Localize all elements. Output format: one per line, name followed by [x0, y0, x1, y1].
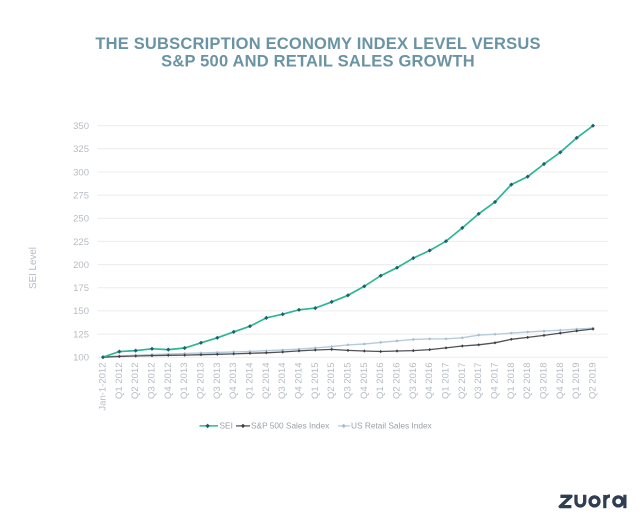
svg-text:175: 175 — [73, 283, 89, 294]
svg-text:Q3 2014: Q3 2014 — [277, 363, 288, 399]
svg-text:200: 200 — [73, 260, 89, 271]
svg-text:325: 325 — [73, 144, 89, 155]
svg-text:Q4 2018: Q4 2018 — [555, 363, 566, 399]
svg-text:Q2 2014: Q2 2014 — [261, 363, 272, 399]
svg-text:Q3 2015: Q3 2015 — [343, 363, 354, 399]
svg-text:225: 225 — [73, 237, 89, 248]
svg-text:Q2 2015: Q2 2015 — [326, 363, 337, 399]
svg-text:Q2 2019: Q2 2019 — [588, 363, 599, 399]
svg-text:Q3 2017: Q3 2017 — [473, 363, 484, 399]
svg-text:THE SUBSCRIPTION ECONOMY INDEX: THE SUBSCRIPTION ECONOMY INDEX LEVEL VER… — [95, 35, 540, 53]
svg-text:Q4 2017: Q4 2017 — [490, 363, 501, 399]
svg-text:Q2 2018: Q2 2018 — [522, 363, 533, 399]
svg-text:Q1 2017: Q1 2017 — [441, 363, 452, 399]
svg-text:Q4 2016: Q4 2016 — [424, 363, 435, 399]
svg-text:Q1 2013: Q1 2013 — [179, 363, 190, 399]
svg-text:Q3 2013: Q3 2013 — [212, 363, 223, 399]
svg-text:100: 100 — [73, 353, 89, 364]
svg-text:150: 150 — [73, 306, 89, 317]
svg-text:Q2 2012: Q2 2012 — [130, 363, 141, 399]
svg-text:US Retail Sales Index: US Retail Sales Index — [351, 420, 433, 430]
svg-text:350: 350 — [73, 121, 89, 132]
svg-text:275: 275 — [73, 190, 89, 201]
svg-text:Q1 2016: Q1 2016 — [375, 363, 386, 399]
svg-text:Q4 2015: Q4 2015 — [359, 363, 370, 399]
svg-text:Q1 2018: Q1 2018 — [506, 363, 517, 399]
svg-text:Q1 2012: Q1 2012 — [114, 363, 125, 399]
svg-text:Q3 2012: Q3 2012 — [147, 363, 158, 399]
svg-text:SEI: SEI — [220, 420, 233, 430]
svg-text:Q2 2017: Q2 2017 — [457, 363, 468, 399]
svg-text:Q3 2016: Q3 2016 — [408, 363, 419, 399]
svg-text:SEI Level: SEI Level — [28, 247, 39, 289]
svg-text:Q1 2014: Q1 2014 — [245, 363, 256, 399]
svg-text:250: 250 — [73, 214, 89, 225]
svg-text:Q4 2013: Q4 2013 — [228, 363, 239, 399]
svg-text:S&P 500 AND RETAIL SALES GROWT: S&P 500 AND RETAIL SALES GROWTH — [161, 53, 475, 71]
svg-text:300: 300 — [73, 167, 89, 178]
svg-text:Q2 2013: Q2 2013 — [196, 363, 207, 399]
svg-text:Q3 2018: Q3 2018 — [539, 363, 550, 399]
svg-text:Q4 2012: Q4 2012 — [163, 363, 174, 399]
svg-text:Q4 2014: Q4 2014 — [294, 363, 305, 399]
svg-text:125: 125 — [73, 329, 89, 340]
svg-text:S&P 500 Sales Index: S&P 500 Sales Index — [251, 420, 330, 430]
svg-text:Q1 2015: Q1 2015 — [310, 363, 321, 399]
svg-text:Q2 2016: Q2 2016 — [392, 363, 403, 399]
svg-text:Jan-1-2012: Jan-1-2012 — [98, 363, 109, 411]
svg-text:Q1 2019: Q1 2019 — [571, 363, 582, 399]
